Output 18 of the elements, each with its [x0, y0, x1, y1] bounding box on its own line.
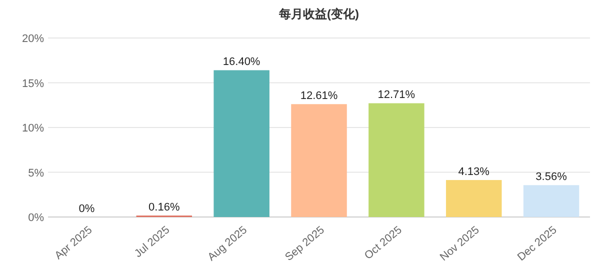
data-label: 12.61%: [300, 90, 338, 102]
data-label: 12.71%: [378, 89, 416, 102]
data-label: 0.16%: [148, 202, 180, 214]
bar: [214, 70, 270, 217]
bar: [368, 103, 424, 217]
data-label: 16.40%: [222, 56, 260, 68]
bar: [291, 104, 347, 217]
bar: [446, 180, 502, 217]
y-tick-label: 0%: [28, 212, 44, 224]
y-tick-label: 15%: [22, 78, 44, 90]
data-label: 0%: [78, 203, 95, 215]
data-label: 4.13%: [458, 166, 490, 178]
bar: [523, 185, 580, 217]
data-label: 3.56%: [536, 171, 568, 184]
y-tick-label: 5%: [28, 167, 44, 180]
y-tick-label: 10%: [22, 122, 44, 134]
chart-title: 每月收益(变化): [278, 7, 359, 21]
y-tick-label: 20%: [22, 33, 44, 45]
